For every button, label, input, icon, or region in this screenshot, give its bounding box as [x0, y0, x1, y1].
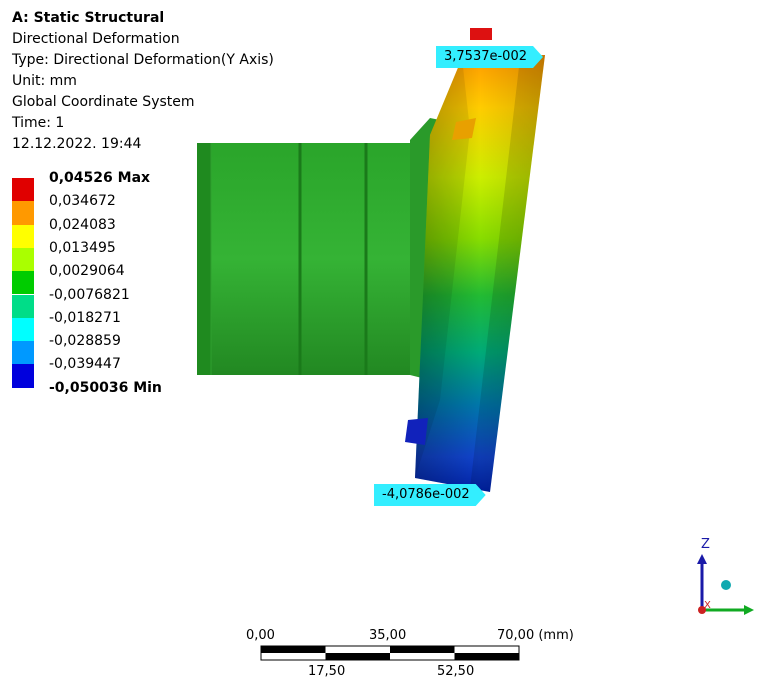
- min-probe-text: -4,0786e-002: [382, 487, 470, 502]
- legend-swatch: [12, 294, 34, 318]
- analysis-title: A: Static Structural: [12, 10, 165, 26]
- legend-swatch: [12, 317, 34, 342]
- legend-value-label: -0,039447: [49, 356, 121, 373]
- flange-body: [405, 28, 545, 492]
- max-probe-label[interactable]: 3,7537e-002: [436, 46, 543, 68]
- legend-swatch: [12, 271, 34, 295]
- legend-min-label: -0,050036 Min: [49, 379, 162, 396]
- scale-label-70: 70,00 (mm): [497, 628, 574, 643]
- triad-origin: [698, 606, 706, 614]
- triad-z-arrowhead: [697, 554, 707, 564]
- legend-swatch: [12, 341, 34, 365]
- legend-swatch: [12, 201, 34, 225]
- scale-label-0: 0,00: [246, 628, 275, 643]
- legend-value-label: 0,024083: [49, 216, 116, 233]
- triad-z-label: Z: [701, 537, 710, 552]
- legend-value-label: -0,018271: [49, 309, 121, 326]
- result-type: Type: Directional Deformation(Y Axis): [12, 52, 274, 68]
- legend-value-label: 0,0029064: [49, 263, 125, 280]
- result-date: 12.12.2022. 19:44: [12, 136, 142, 152]
- legend-value-label: 0,034672: [49, 193, 116, 210]
- legend-value-label: -0,028859: [49, 333, 121, 350]
- max-probe-text: 3,7537e-002: [444, 49, 527, 64]
- scale-label-52-5: 52,50: [437, 664, 475, 679]
- legend-swatch: [12, 178, 34, 202]
- scale-label-17-5: 17,50: [308, 664, 346, 679]
- result-time: Time: 1: [12, 115, 65, 131]
- scale-label-35: 35,00: [369, 628, 407, 643]
- legend-value-label: -0,0076821: [49, 286, 130, 303]
- legend-swatch: [12, 364, 34, 388]
- iso-view-ball[interactable]: [721, 580, 731, 590]
- result-info-panel: A: Static Structural Directional Deforma…: [12, 8, 274, 155]
- result-unit: Unit: mm: [12, 73, 77, 89]
- coordinate-triad[interactable]: Z X: [688, 532, 758, 622]
- result-name: Directional Deformation: [12, 31, 180, 47]
- legend-max-label: 0,04526 Max: [49, 170, 151, 186]
- legend-value-label: 0,013495: [49, 239, 116, 256]
- triad-x-label: X: [704, 600, 711, 611]
- shaft-body: [197, 118, 450, 380]
- scale-bar: [260, 645, 520, 661]
- min-probe-label[interactable]: -4,0786e-002: [374, 484, 486, 506]
- triad-y-arrowhead: [744, 605, 754, 615]
- coordinate-system: Global Coordinate System: [12, 94, 195, 110]
- legend-swatch: [12, 247, 34, 272]
- legend-swatch: [12, 224, 34, 248]
